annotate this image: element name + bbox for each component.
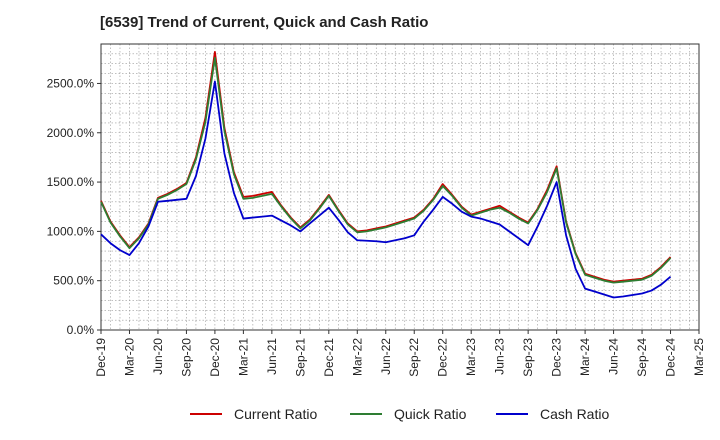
grid [101, 44, 699, 330]
legend-label: Quick Ratio [394, 406, 467, 422]
legend-label: Current Ratio [234, 406, 317, 422]
x-tick-label: Dec-24 [664, 338, 678, 377]
x-tick-label: Jun-24 [607, 338, 621, 375]
x-tick-label: Jun-21 [265, 338, 279, 375]
y-axis-ticks: 0.0% 500.0% 1000.0% 1500.0% 2000.0% 2500.0% [47, 76, 101, 337]
y-tick-label: 1500.0% [47, 175, 95, 189]
x-tick-label: Sep-22 [407, 338, 421, 377]
y-tick-label: 1000.0% [47, 224, 95, 238]
x-tick-label: Dec-23 [550, 338, 564, 377]
x-tick-label: Jun-23 [493, 338, 507, 375]
x-tick-label: Jun-22 [379, 338, 393, 375]
x-tick-label: Jun-20 [151, 338, 165, 375]
x-tick-label: Dec-22 [436, 338, 450, 377]
x-tick-label: Mar-22 [350, 338, 364, 376]
x-tick-label: Sep-20 [179, 338, 193, 377]
x-tick-label: Mar-24 [578, 338, 592, 376]
x-tick-label: Mar-21 [236, 338, 250, 376]
legend: Current Ratio Quick Ratio Cash Ratio [190, 406, 609, 422]
legend-label: Cash Ratio [540, 406, 609, 422]
x-tick-label: Mar-23 [464, 338, 478, 376]
x-tick-label: Sep-23 [521, 338, 535, 377]
y-tick-label: 2500.0% [47, 76, 95, 90]
x-axis-ticks: Dec-19 Mar-20 Jun-20 Sep-20 Dec-20 Mar-21 Jun-… [94, 330, 706, 377]
x-tick-label: Sep-21 [293, 338, 307, 377]
cash-ratio-line [100, 80, 672, 299]
y-tick-label: 500.0% [53, 274, 94, 288]
x-tick-label: Mar-20 [122, 338, 136, 376]
x-tick-label: Dec-21 [322, 338, 336, 377]
x-tick-label: Dec-20 [208, 338, 222, 377]
x-tick-label: Sep-24 [635, 338, 649, 377]
y-tick-label: 2000.0% [47, 126, 95, 140]
chart-title: [6539] Trend of Current, Quick and Cash … [100, 14, 429, 31]
x-tick-label: Dec-19 [94, 338, 108, 377]
x-tick-label: Mar-25 [692, 338, 706, 376]
plot-area-frame [100, 43, 700, 331]
series-lines [100, 50, 672, 299]
y-tick-label: 0.0% [67, 323, 95, 337]
quick-ratio-line [100, 56, 672, 284]
